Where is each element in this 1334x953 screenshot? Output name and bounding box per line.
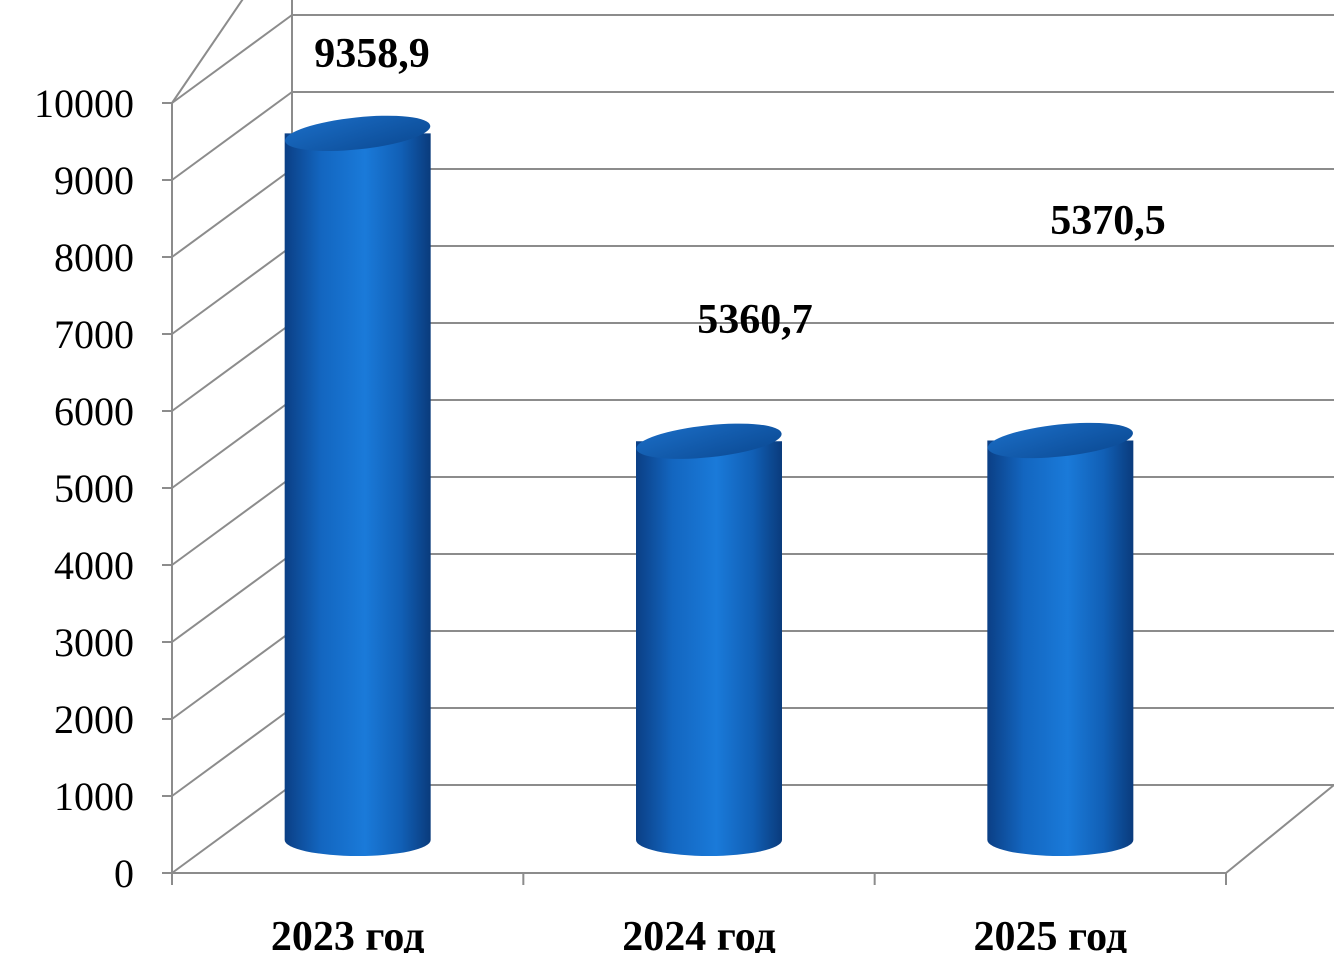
- bar-body: [636, 441, 782, 856]
- y-tick-label: 6000: [54, 389, 134, 434]
- y-tick-label: 3000: [54, 620, 134, 665]
- y-tick-label: 5000: [54, 466, 134, 511]
- bar-top: [987, 422, 1133, 459]
- y-tick-label: 1000: [54, 774, 134, 819]
- floor-right-edge: [1225, 784, 1334, 874]
- x-category-label: 2025 год: [974, 914, 1128, 953]
- label-layer: 2023 год 2024 год 2025 год 9358,9 5360,7 5370…: [271, 31, 1166, 953]
- bar-cylinder: [987, 422, 1134, 856]
- gridline-wall: [171, 707, 293, 797]
- y-tick-label: 9000: [54, 158, 134, 203]
- y-tick-label: 7000: [54, 312, 134, 357]
- bar-body: [284, 133, 431, 857]
- y-tick-label: 10000: [34, 81, 134, 126]
- gridline-wall: [171, 168, 293, 258]
- y-tick-label: 4000: [54, 543, 134, 588]
- y-tick-label: 2000: [54, 697, 134, 742]
- gridline-wall: [171, 476, 293, 566]
- gridline-wall: [171, 553, 293, 643]
- wall-top-edge: [171, 0, 244, 104]
- gridline-wall: [171, 245, 293, 335]
- bar-layer: [284, 115, 1134, 857]
- data-label: 5360,7: [697, 297, 813, 343]
- bar-top: [636, 423, 782, 459]
- x-category-label: 2023 год: [271, 914, 425, 953]
- bar-cylinder: [284, 115, 431, 857]
- x-category-label: 2024 год: [622, 914, 776, 953]
- gridline-wall: [171, 784, 293, 874]
- gridline-wall: [171, 91, 293, 181]
- y-tick-label: 8000: [54, 235, 134, 280]
- gridline-wall: [171, 322, 293, 412]
- bar-top: [285, 115, 431, 152]
- axis-layer: 0 1000 2000 3000 4000 5000 6000 7000 8000 9000 100…: [34, 81, 1334, 896]
- gridline-wall: [171, 399, 293, 489]
- y-tick-label: 0: [114, 851, 134, 896]
- gridline-wall: [171, 630, 293, 720]
- bar-cylinder: [636, 423, 782, 856]
- bar-body: [987, 440, 1134, 856]
- data-label: 9358,9: [314, 31, 430, 77]
- data-label: 5370,5: [1050, 198, 1166, 244]
- gridline-wall: [171, 14, 293, 104]
